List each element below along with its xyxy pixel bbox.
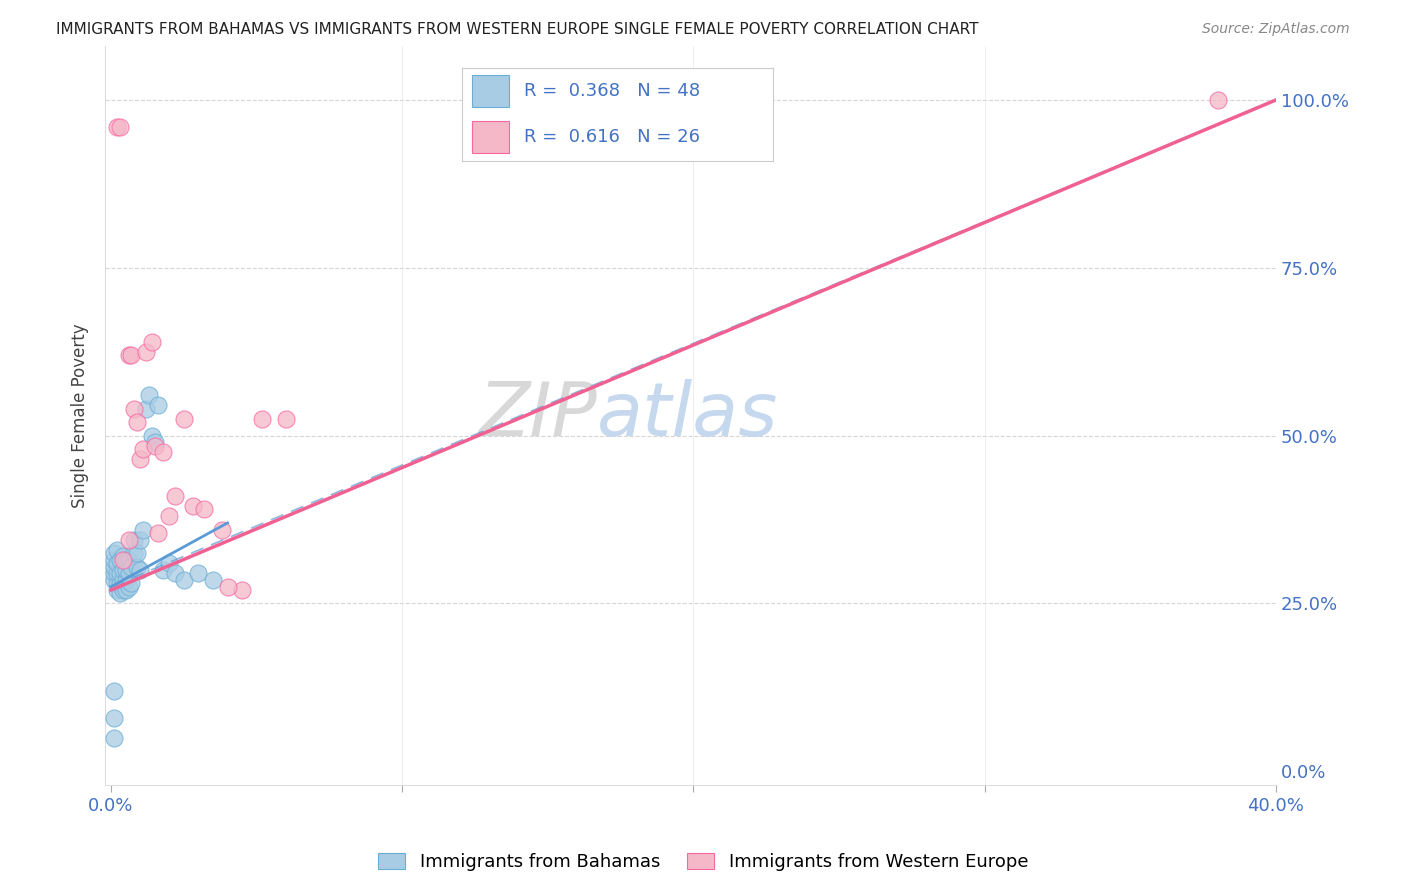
Point <box>108 586 131 600</box>
Point <box>117 348 139 362</box>
Point <box>135 344 157 359</box>
Point <box>105 566 128 581</box>
Point <box>124 546 146 560</box>
Point <box>108 576 131 591</box>
Point <box>152 563 174 577</box>
Point <box>211 523 233 537</box>
Y-axis label: Single Female Poverty: Single Female Poverty <box>72 323 89 508</box>
Point <box>129 452 152 467</box>
Point <box>108 120 131 134</box>
Point <box>103 573 125 587</box>
Point <box>165 489 187 503</box>
Point <box>1206 93 1229 107</box>
Point <box>111 563 134 577</box>
Text: ZIP: ZIP <box>478 379 598 451</box>
Point <box>181 499 204 513</box>
Point <box>152 445 174 459</box>
Point <box>108 566 131 581</box>
Point <box>103 711 125 725</box>
Point <box>143 435 166 450</box>
Point <box>114 553 136 567</box>
Point <box>274 412 297 426</box>
Point <box>124 533 146 547</box>
Point <box>120 348 142 362</box>
Point <box>127 415 149 429</box>
Point <box>157 509 180 524</box>
Point <box>114 563 136 577</box>
Point <box>105 576 128 591</box>
Point <box>114 573 136 587</box>
Point <box>124 401 146 416</box>
Point <box>252 412 274 426</box>
Point <box>105 542 128 557</box>
Point <box>129 563 152 577</box>
Point <box>120 576 142 591</box>
Point <box>103 553 125 567</box>
Point <box>146 399 169 413</box>
Point <box>103 559 125 574</box>
Point <box>105 556 128 570</box>
Point <box>141 428 163 442</box>
Point <box>135 401 157 416</box>
Point <box>117 580 139 594</box>
Legend: Immigrants from Bahamas, Immigrants from Western Europe: Immigrants from Bahamas, Immigrants from… <box>371 846 1035 879</box>
Point <box>217 580 239 594</box>
Point <box>157 556 180 570</box>
Point <box>132 523 155 537</box>
Point <box>114 582 136 597</box>
Point <box>173 573 195 587</box>
Point <box>111 582 134 597</box>
Point <box>129 533 152 547</box>
Point <box>141 334 163 349</box>
Point <box>117 533 139 547</box>
Point <box>111 553 134 567</box>
Point <box>103 731 125 745</box>
Point <box>138 388 160 402</box>
Point <box>117 553 139 567</box>
Point <box>108 553 131 567</box>
Point <box>146 526 169 541</box>
Text: atlas: atlas <box>598 379 779 451</box>
Text: IMMIGRANTS FROM BAHAMAS VS IMMIGRANTS FROM WESTERN EUROPE SINGLE FEMALE POVERTY : IMMIGRANTS FROM BAHAMAS VS IMMIGRANTS FR… <box>56 22 979 37</box>
Point <box>165 566 187 581</box>
Point <box>103 546 125 560</box>
Point <box>103 683 125 698</box>
Point <box>193 502 215 516</box>
Point <box>231 582 253 597</box>
Point <box>111 549 134 564</box>
Text: Source: ZipAtlas.com: Source: ZipAtlas.com <box>1202 22 1350 37</box>
Point <box>117 566 139 581</box>
Point <box>111 573 134 587</box>
Point <box>120 559 142 574</box>
Point <box>105 120 128 134</box>
Point <box>143 439 166 453</box>
Point <box>187 566 209 581</box>
Point <box>127 546 149 560</box>
Point <box>127 559 149 574</box>
Point <box>132 442 155 456</box>
Point <box>173 412 195 426</box>
Point <box>201 573 224 587</box>
Point <box>105 582 128 597</box>
Point <box>103 566 125 581</box>
